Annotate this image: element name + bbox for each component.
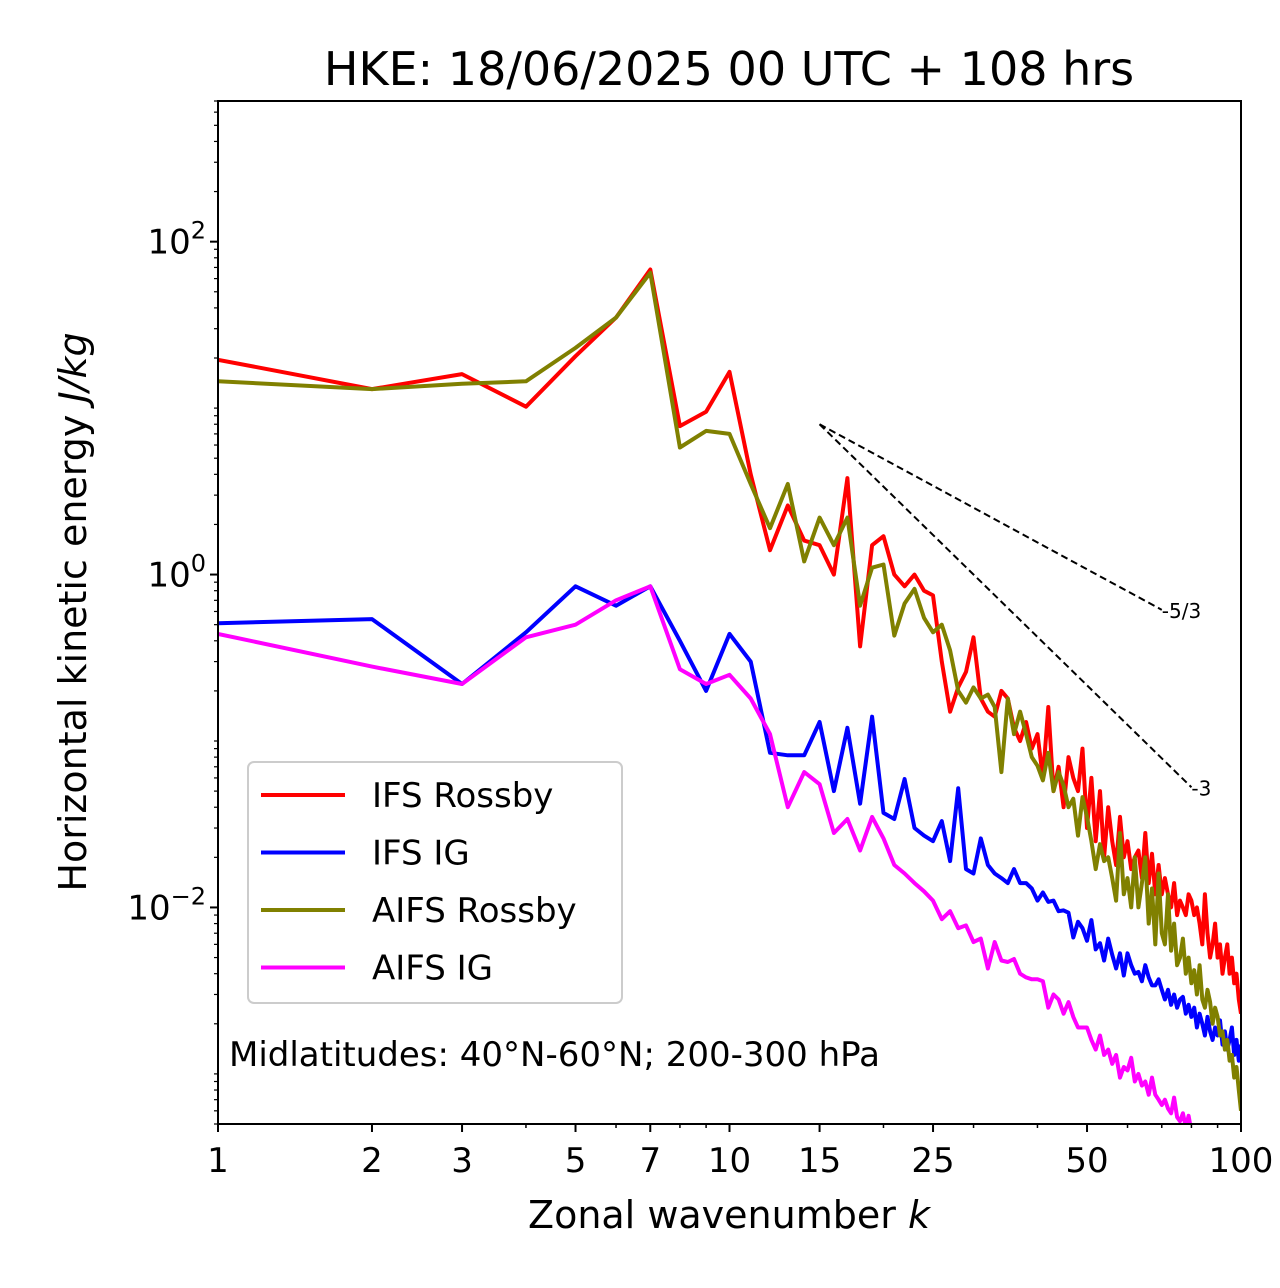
y-major-ticks: 10−2 100 102 <box>127 217 218 928</box>
reference-label-5-3: -5/3 <box>1162 599 1201 623</box>
x-tick-label-15: 15 <box>798 1141 841 1181</box>
x-tick-label-50: 50 <box>1065 1141 1108 1181</box>
reference-lines: -5/3 -3 <box>818 423 1211 800</box>
y-tick-label: 10−2 <box>127 882 206 928</box>
legend-box <box>247 761 623 1004</box>
y-tick-label: 102 <box>147 217 206 263</box>
reference-line-5-3 <box>819 423 1163 611</box>
x-tick-label-2: 2 <box>361 1141 383 1181</box>
series-line-ifs-ig <box>218 584 1241 1063</box>
x-tick-label-10: 10 <box>708 1141 751 1181</box>
region-annotation: Midlatitudes: 40°N-60°N; 200-300 hPa <box>229 1035 880 1075</box>
x-axis-title: Zonal wavenumber k <box>528 1193 932 1237</box>
series-layer <box>218 267 1241 1124</box>
x-tick-label-1: 1 <box>207 1141 229 1181</box>
x-tick-label-100: 100 <box>1209 1141 1274 1181</box>
legend-label-ifs-ig: IFS IG <box>372 834 470 874</box>
series-line-aifs-ig <box>218 584 1193 1124</box>
series-line-aifs-rossby <box>218 270 1241 1112</box>
x-tick-label-3: 3 <box>451 1141 473 1181</box>
legend-label-ifs-rossby: IFS Rossby <box>372 776 553 816</box>
chart-title: HKE: 18/06/2025 00 UTC + 108 hrs <box>324 42 1134 96</box>
legend-label-aifs-rossby: AIFS Rossby <box>372 891 577 931</box>
x-tick-label-5: 5 <box>565 1141 587 1181</box>
x-tick-label-25: 25 <box>911 1141 954 1181</box>
reference-line-3 <box>818 423 1193 788</box>
x-tick-label-7: 7 <box>639 1141 661 1181</box>
reference-label-3: -3 <box>1191 776 1211 800</box>
legend: IFS Rossby IFS IG AIFS Rossby AIFS IG <box>247 761 623 1004</box>
y-tick-label: 100 <box>147 550 206 596</box>
y-axis-title: Horizontal kinetic energy J/kg <box>51 332 95 891</box>
plot-frame <box>217 100 1242 1125</box>
legend-label-aifs-ig: AIFS IG <box>372 949 493 989</box>
x-major-ticks: 1 2 3 5 7 10 15 25 50 100 <box>207 1124 1273 1181</box>
